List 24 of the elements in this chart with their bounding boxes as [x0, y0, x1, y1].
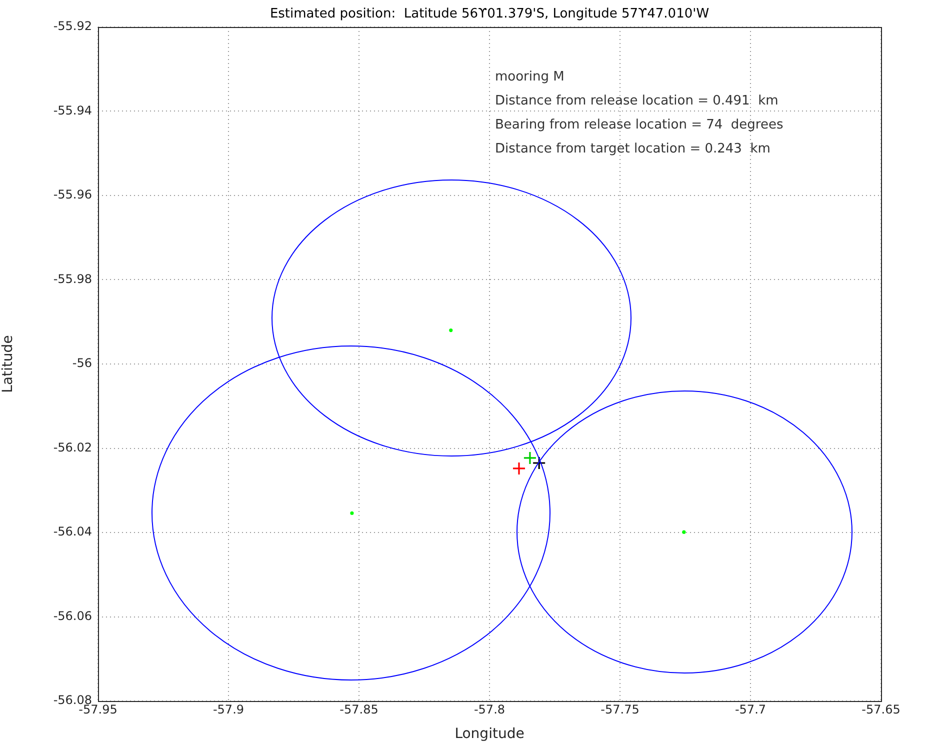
- x-tick-label: -57.75: [600, 702, 640, 716]
- x-tick-label: -57.65: [862, 702, 900, 716]
- point: [512, 462, 526, 476]
- y-tick-label: -56.06: [53, 608, 92, 623]
- annotation: Distance from release location = 0.491 km: [494, 93, 778, 108]
- x-tick-label: -57.8: [474, 702, 506, 716]
- annotation: mooring M: [494, 69, 564, 84]
- y-tick-label: -55.98: [53, 272, 92, 286]
- point: [523, 451, 537, 465]
- y-tick-label: -56.02: [53, 440, 92, 454]
- y-tick-label: -55.96: [53, 188, 92, 202]
- point: [532, 456, 546, 470]
- y-tick-label: -55.94: [53, 103, 92, 118]
- y-tick-label: -55.92: [53, 19, 92, 34]
- x-tick-label: -57.7: [734, 702, 766, 716]
- y-tick-label: -56.04: [53, 524, 92, 539]
- y-tick-label: -56: [72, 356, 92, 370]
- x-tick-label: -57.9: [212, 702, 244, 716]
- x-axis-title: Longitude: [454, 726, 524, 742]
- chart-title: Estimated position: Latitude 56ϒ01.379'S, Longitude 57ϒ47.010'W: [270, 6, 710, 22]
- annotation: Bearing from release location = 74 degrees: [494, 117, 784, 132]
- x-tick-label: -57.85: [340, 702, 378, 716]
- annotation: Distance from target location = 0.243 km: [494, 141, 770, 156]
- y-axis-title: Latitude: [0, 335, 16, 393]
